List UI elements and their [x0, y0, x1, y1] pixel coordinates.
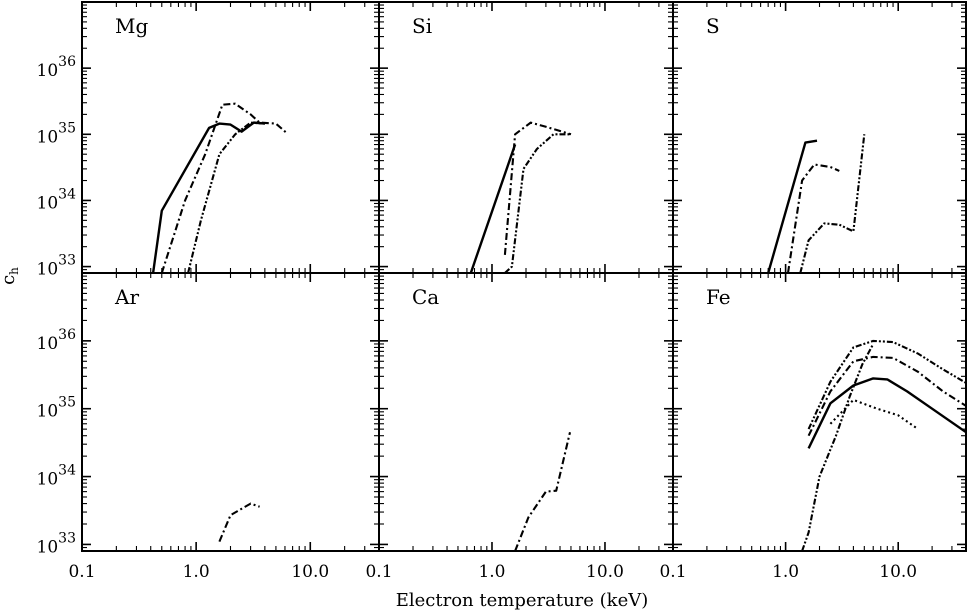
- y-tick-label-base: 10: [37, 470, 59, 490]
- series-line-dashdotdot: [801, 343, 875, 551]
- x-tick-label: 0.1: [365, 562, 392, 582]
- y-tick-label-exponent: 35: [58, 395, 76, 411]
- panel-s: S: [672, 1, 967, 274]
- x-tick-label: 1.0: [478, 562, 505, 582]
- y-tick-label-base: 10: [37, 127, 59, 147]
- panel-label: Si: [412, 14, 432, 38]
- series-line-dotted: [829, 398, 919, 430]
- x-tick-label: 1.0: [183, 562, 210, 582]
- series-line-dashdotdot: [799, 134, 866, 273]
- y-tick-label: 1036: [37, 327, 77, 354]
- series-line-dashdot: [503, 121, 572, 255]
- y-tick-label-exponent: 36: [58, 54, 76, 70]
- y-axis-title-subscript: h: [7, 267, 21, 275]
- y-tick-label: 1033: [37, 530, 76, 557]
- series-line-dashdotdot: [807, 339, 966, 430]
- series-line-dashdotdot: [504, 133, 571, 273]
- series-line-dashdot: [514, 431, 572, 551]
- panel-label: Ar: [114, 285, 139, 309]
- y-tick-label-base: 10: [37, 402, 59, 422]
- y-tick-label-exponent: 33: [58, 530, 76, 546]
- y-tick-label: 1034: [37, 463, 77, 490]
- panel-frame: [672, 272, 967, 552]
- panel-label: Fe: [706, 285, 731, 309]
- y-tick-label-base: 10: [37, 537, 59, 557]
- y-tick-label: 1035: [37, 395, 76, 422]
- panel-frame: [81, 1, 380, 274]
- x-tick-label: 0.1: [68, 562, 95, 582]
- panel-ca: Ca 0.1 1.0 10.0: [365, 272, 674, 582]
- series-line-dashdot: [160, 102, 288, 273]
- y-tick-label-exponent: 34: [58, 186, 76, 202]
- x-tick-label: 10.0: [291, 562, 329, 582]
- y-tick-label: 1036: [37, 54, 77, 81]
- series-line-dashdot: [218, 502, 260, 543]
- chart-labels: Electron temperature (keV) ch: [0, 267, 648, 611]
- panel-label: S: [706, 14, 720, 38]
- y-tick-label-base: 10: [37, 61, 59, 81]
- series-line-dashdot: [786, 163, 840, 273]
- panel-frame: [81, 272, 380, 552]
- panel-frame: [378, 1, 674, 274]
- series-line-dashdotdot: [187, 121, 265, 273]
- x-tick-label: 0.1: [659, 562, 686, 582]
- y-tick-label-exponent: 34: [58, 463, 76, 479]
- y-tick-label: 1034: [37, 186, 77, 213]
- y-tick-label-exponent: 35: [58, 120, 76, 136]
- series-line-solid: [767, 139, 818, 273]
- y-tick-label: 1033: [37, 253, 76, 280]
- svg-text:ch: ch: [0, 267, 21, 285]
- series-line-solid: [151, 121, 266, 273]
- panel-label: Ca: [412, 285, 439, 309]
- panel-fe: Fe 0.1 1.0 10.0: [659, 272, 967, 582]
- panel-label: Mg: [115, 14, 148, 38]
- x-tick-label: 10.0: [879, 562, 917, 582]
- x-tick-label: 1.0: [772, 562, 799, 582]
- panel-frame: [378, 272, 674, 552]
- y-tick-label-base: 10: [37, 193, 59, 213]
- panel-si: Si: [378, 1, 674, 274]
- y-tick-label-base: 10: [37, 334, 59, 354]
- y-axis-title-main: c: [0, 275, 19, 285]
- x-tick-label: 10.0: [586, 562, 624, 582]
- y-tick-label: 1035: [37, 120, 76, 147]
- panel-frame: [672, 1, 967, 274]
- y-tick-label-exponent: 36: [58, 327, 76, 343]
- series-line-solid: [807, 377, 966, 449]
- x-axis-title: Electron temperature (keV): [396, 590, 649, 611]
- series-line-solid: [469, 144, 517, 273]
- series-line-dashdot: [807, 355, 966, 437]
- y-tick-label-base: 10: [37, 260, 59, 280]
- y-tick-label-exponent: 33: [58, 253, 76, 269]
- y-axis-title: ch: [0, 267, 21, 285]
